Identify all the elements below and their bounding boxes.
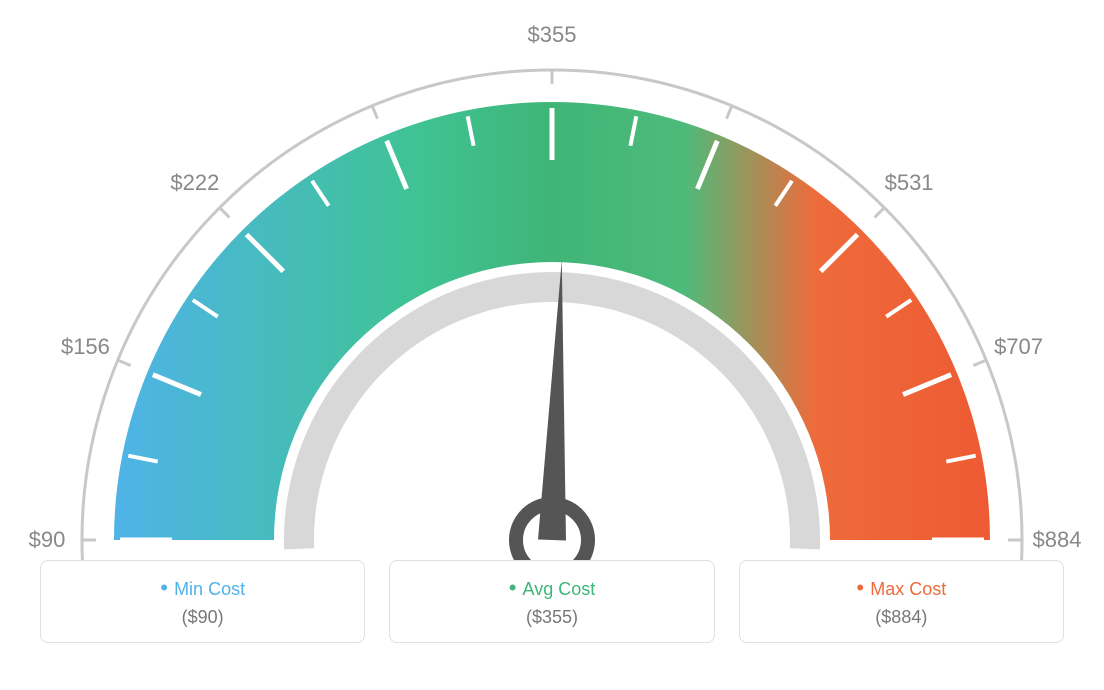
legend-avg-label: Avg Cost — [410, 575, 693, 601]
legend-min-value: ($90) — [61, 607, 344, 628]
gauge-tick-label: $156 — [61, 334, 110, 360]
gauge-svg — [0, 0, 1104, 560]
gauge-tick-label: $90 — [29, 527, 66, 553]
legend-min-label: Min Cost — [61, 575, 344, 601]
legend-row: Min Cost ($90) Avg Cost ($355) Max Cost … — [0, 560, 1104, 643]
gauge-tick-label: $707 — [994, 334, 1043, 360]
legend-max-label: Max Cost — [760, 575, 1043, 601]
legend-avg-value: ($355) — [410, 607, 693, 628]
gauge-tick-label: $884 — [1033, 527, 1082, 553]
legend-card-avg: Avg Cost ($355) — [389, 560, 714, 643]
gauge-tick-label: $355 — [528, 22, 577, 48]
gauge-tick-label: $222 — [170, 170, 219, 196]
legend-card-min: Min Cost ($90) — [40, 560, 365, 643]
legend-card-max: Max Cost ($884) — [739, 560, 1064, 643]
gauge-tick-label: $531 — [885, 170, 934, 196]
cost-gauge: $90 $156 $222 $355 $531 $707 $884 — [0, 0, 1104, 560]
legend-max-value: ($884) — [760, 607, 1043, 628]
